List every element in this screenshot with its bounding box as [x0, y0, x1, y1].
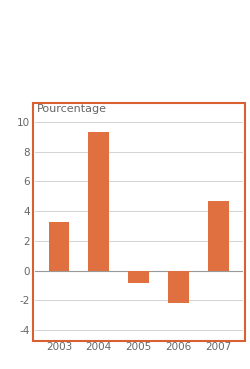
Text: 4: 4: [14, 12, 26, 30]
Bar: [128, 271, 149, 283]
Text: . Évolution de la production céréalière mondiale d’année en année: . Évolution de la production céréalière …: [34, 12, 246, 60]
Bar: [88, 132, 109, 271]
Bar: [168, 271, 189, 303]
Text: Pourcentage: Pourcentage: [37, 104, 107, 114]
Bar: [48, 221, 69, 271]
Bar: [208, 201, 229, 271]
